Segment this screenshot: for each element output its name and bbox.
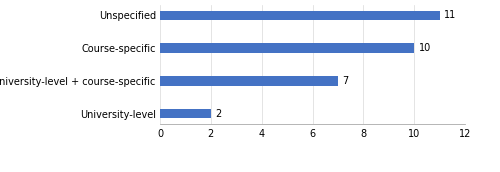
Text: 11: 11 (444, 10, 456, 20)
Bar (160, 10, 439, 20)
Text: 10: 10 (418, 43, 431, 53)
Bar (160, 109, 211, 119)
Bar (160, 76, 338, 85)
Text: 2: 2 (216, 109, 222, 119)
Text: 7: 7 (342, 76, 348, 86)
Bar (160, 44, 414, 53)
